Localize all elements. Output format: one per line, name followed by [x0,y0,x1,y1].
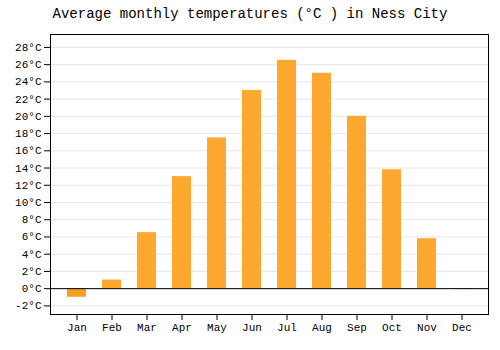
svg-text:Mar: Mar [137,322,157,334]
svg-text:Sep: Sep [347,322,367,334]
svg-text:8°C: 8°C [22,214,42,226]
svg-text:Jul: Jul [277,322,297,334]
svg-text:Apr: Apr [172,322,192,334]
svg-text:Nov: Nov [417,322,437,334]
svg-text:22°C: 22°C [15,94,42,106]
svg-text:Feb: Feb [102,322,122,334]
svg-text:28°C: 28°C [15,42,42,54]
svg-text:Jan: Jan [67,322,87,334]
svg-text:20°C: 20°C [15,111,42,123]
svg-text:10°C: 10°C [15,197,42,209]
svg-text:24°C: 24°C [15,76,42,88]
html-text:Average monthly temperatures (: Average monthly temperatures (°C ) in Ne… [52,6,448,22]
svg-text:0°C: 0°C [22,283,42,295]
svg-text:Aug: Aug [312,322,332,334]
svg-text:2°C: 2°C [22,266,42,278]
svg-text:-2°C: -2°C [15,300,42,312]
svg-text:26°C: 26°C [15,59,42,71]
svg-text:14°C: 14°C [15,163,42,175]
svg-text:16°C: 16°C [15,145,42,157]
svg-text:May: May [207,322,227,334]
svg-text:Oct: Oct [382,322,402,334]
svg-text:12°C: 12°C [15,180,42,192]
svg-text:18°C: 18°C [15,128,42,140]
svg-text:4°C: 4°C [22,249,42,261]
svg-text:Dec: Dec [452,322,472,334]
svg-text:6°C: 6°C [22,231,42,243]
svg-text:Jun: Jun [242,322,262,334]
